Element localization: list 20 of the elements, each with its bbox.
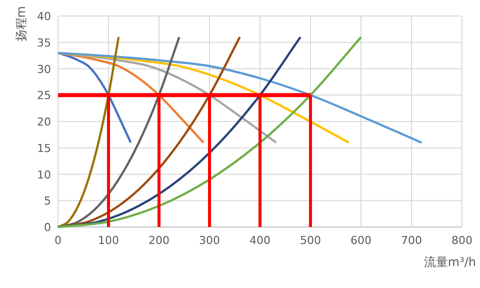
- x-tick-label: 500: [300, 234, 321, 247]
- y-tick-label: 15: [37, 142, 51, 155]
- y-tick-label: 25: [37, 89, 51, 102]
- x-tick-label: 600: [350, 234, 372, 247]
- y-tick-label: 20: [37, 116, 51, 128]
- y-tick-label: 30: [37, 62, 51, 76]
- x-tick-label: 0: [54, 234, 62, 247]
- x-axis-title: 流量m³/h: [424, 255, 476, 269]
- x-tick-label: 800: [452, 234, 472, 247]
- y-axis-title: 扬程m: [14, 6, 28, 42]
- y-tick-label: 5: [44, 194, 51, 208]
- x-tick-label: 700: [401, 234, 422, 247]
- y-tick-label: 35: [37, 36, 51, 50]
- x-tick-label: 300: [199, 234, 220, 247]
- x-tick-label: 400: [250, 234, 270, 247]
- y-tick-label: 0: [44, 221, 51, 234]
- y-tick-label: 40: [37, 10, 51, 23]
- x-tick-label: 100: [98, 234, 119, 247]
- x-tick-label: 200: [148, 234, 170, 247]
- y-tick-label: 10: [37, 168, 51, 182]
